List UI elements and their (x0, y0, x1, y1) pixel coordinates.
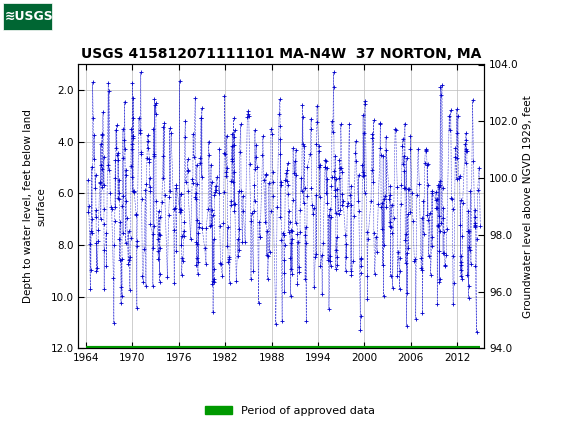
Text: ≋USGS: ≋USGS (5, 9, 53, 23)
FancyBboxPatch shape (3, 3, 52, 30)
Y-axis label: Groundwater level above NGVD 1929, feet: Groundwater level above NGVD 1929, feet (523, 95, 533, 318)
Legend: Period of approved data: Period of approved data (200, 401, 380, 420)
Y-axis label: Depth to water level, feet below land
surface: Depth to water level, feet below land su… (23, 110, 46, 303)
Title: USGS 415812071111101 MA-N4W  37 NORTON, MA: USGS 415812071111101 MA-N4W 37 NORTON, M… (81, 46, 481, 61)
